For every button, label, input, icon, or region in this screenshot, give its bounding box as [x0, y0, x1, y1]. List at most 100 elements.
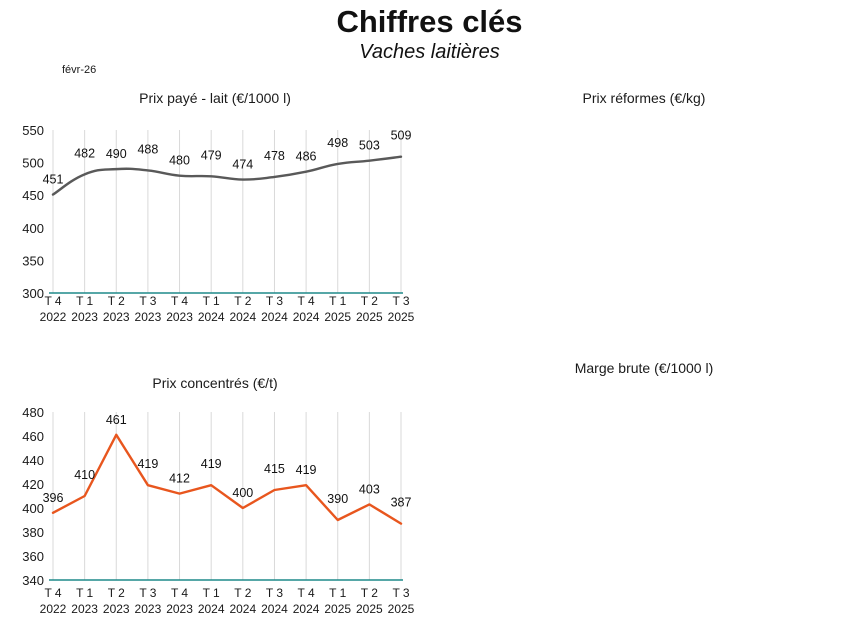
x-axis-year-label: 2024 — [261, 602, 288, 616]
x-axis-year-label: 2025 — [356, 602, 383, 616]
x-axis-quarter-label: T 4 — [44, 294, 61, 308]
data-point-label: 390 — [327, 492, 348, 506]
x-axis-quarter-label: T 2 — [234, 294, 251, 308]
chart-title-marge-brute: Marge brute (€/1000 l) — [574, 360, 714, 376]
data-line-prix-concentres — [51, 433, 403, 525]
data-point-label: 482 — [74, 146, 95, 160]
chart-panel-marge-brute: Marge brute (€/1000 l) 30433233531429528… — [429, 360, 859, 640]
x-axis-year-label: 2025 — [388, 310, 415, 324]
x-axis-year-label: 2023 — [71, 602, 98, 616]
data-point-label: 474 — [232, 158, 253, 172]
data-point-label: 396 — [43, 491, 64, 505]
x-axis-quarter-label: T 1 — [76, 586, 93, 600]
y-axis-tick-label: 500 — [22, 156, 44, 171]
data-point-label: 415 — [264, 462, 285, 476]
x-axis-quarter-label: T 1 — [329, 586, 346, 600]
data-point-label: 410 — [74, 468, 95, 482]
data-point-label: 412 — [169, 472, 190, 486]
x-axis-quarter-label: T 3 — [266, 586, 283, 600]
data-point-label: 486 — [296, 150, 317, 164]
data-point-label: 509 — [391, 129, 412, 143]
x-axis-quarter-label: T 1 — [203, 294, 220, 308]
x-axis-year-label: 2024 — [293, 602, 320, 616]
x-axis-year-label: 2024 — [229, 310, 256, 324]
x-axis-year-label: 2023 — [103, 602, 130, 616]
data-point-label: 461 — [106, 413, 127, 427]
x-axis-quarter-label: T 1 — [329, 294, 346, 308]
x-axis-quarter-label: T 1 — [76, 294, 93, 308]
data-point-label: 490 — [106, 147, 127, 161]
x-axis-year-label: 2023 — [135, 602, 162, 616]
x-axis-quarter-label: T 2 — [234, 586, 251, 600]
x-axis-year-label: 2025 — [388, 602, 415, 616]
x-axis-quarter-label: T 3 — [139, 586, 156, 600]
x-axis-year-label: 2024 — [261, 310, 288, 324]
data-point-label: 503 — [359, 139, 380, 153]
data-line-prix-paye-lait — [51, 155, 403, 196]
x-axis-quarter-label: T 3 — [266, 294, 283, 308]
data-point-label: 400 — [232, 486, 253, 500]
data-point-label: 488 — [137, 142, 158, 156]
y-axis-tick-label: 450 — [22, 188, 44, 203]
x-axis-quarter-label: T 2 — [108, 586, 125, 600]
chart-title-prix-paye-lait: Prix payé - lait (€/1000 l) — [139, 90, 291, 106]
chart-panel-prix-paye-lait: Prix payé - lait (€/1000 l) 550 500 450 400… — [0, 90, 430, 340]
x-axis-year-label: 2025 — [356, 310, 383, 324]
x-axis-quarter-label: T 4 — [171, 586, 188, 600]
y-axis-tick-label: 300 — [22, 286, 44, 301]
page-title: Chiffres clés — [336, 4, 523, 39]
y-axis-tick-label: 550 — [22, 123, 44, 138]
x-axis-quarter-label: T 3 — [392, 294, 409, 308]
x-axis-quarter-label: T 1 — [203, 586, 220, 600]
x-axis-quarter-label: T 2 — [361, 586, 378, 600]
page-subtitle: Vaches laitières — [359, 41, 500, 63]
x-axis-year-label: 2022 — [40, 602, 67, 616]
data-point-label: 403 — [359, 482, 380, 496]
x-axis-year-label: 2024 — [198, 602, 225, 616]
data-point-label: 479 — [201, 148, 222, 162]
y-axis-tick-label: 380 — [22, 525, 44, 540]
x-axis-quarter-label: T 3 — [392, 586, 409, 600]
x-axis-quarter-label: T 3 — [139, 294, 156, 308]
x-axis-year-label: 2024 — [293, 310, 320, 324]
data-point-label: 387 — [391, 496, 412, 510]
chart-canvas-prix-paye-lait: 550 500 450 400 350 300 451 482 490 488 480 479 474 4… — [22, 123, 415, 324]
chart-panel-prix-concentres: Prix concentrés (€/t) 480 460 440 420 400 380… — [0, 375, 430, 640]
chart-title-prix-concentres: Prix concentrés (€/t) — [152, 375, 278, 391]
y-axis-tick-label: 340 — [22, 573, 44, 588]
date-stamp: févr-26 — [62, 64, 97, 76]
chart-canvas-marge-brute: 304332335314295288295280299331345330T 42… — [429, 360, 859, 640]
data-point-label: 478 — [264, 149, 285, 163]
data-point-label: 480 — [169, 154, 190, 168]
chart-title-prix-reformes: Prix réformes (€/kg) — [582, 90, 706, 106]
x-axis-year-label: 2023 — [166, 310, 193, 324]
y-axis-tick-label: 460 — [22, 429, 44, 444]
x-axis-year-label: 2023 — [103, 310, 130, 324]
x-axis-year-label: 2025 — [324, 602, 351, 616]
y-axis-tick-label: 400 — [22, 221, 44, 236]
x-axis-quarter-label: T 4 — [44, 586, 61, 600]
y-axis-tick-label: 350 — [22, 253, 44, 268]
y-axis-tick-label: 420 — [22, 477, 44, 492]
x-axis-year-label: 2024 — [229, 602, 256, 616]
x-axis-year-label: 2023 — [166, 602, 193, 616]
x-axis-quarter-label: T 4 — [298, 586, 315, 600]
x-axis-year-label: 2023 — [71, 310, 98, 324]
y-axis-tick-label: 440 — [22, 453, 44, 468]
data-point-label: 498 — [327, 136, 348, 150]
chart-canvas-prix-reformes: 5,004,504,003,503,002,502,001,501,000,50… — [429, 90, 859, 340]
x-axis-year-label: 2024 — [198, 310, 225, 324]
data-point-label: 419 — [201, 457, 222, 471]
data-point-label: 419 — [137, 457, 158, 471]
data-point-label: 419 — [296, 463, 317, 477]
x-axis-quarter-label: T 4 — [171, 294, 188, 308]
x-axis-year-label: 2025 — [324, 310, 351, 324]
x-axis-year-label: 2022 — [40, 310, 67, 324]
x-axis-quarter-label: T 2 — [108, 294, 125, 308]
data-point-label: 451 — [43, 173, 64, 187]
chart-canvas-prix-concentres: 480 460 440 420 400 380 360 340 396 410 461 419 412 4… — [22, 405, 415, 616]
chart-panel-prix-reformes: Prix réformes (€/kg) 5,004,504,003,503,0… — [429, 90, 859, 340]
y-axis-tick-label: 400 — [22, 501, 44, 516]
y-axis-tick-label: 360 — [22, 549, 44, 564]
